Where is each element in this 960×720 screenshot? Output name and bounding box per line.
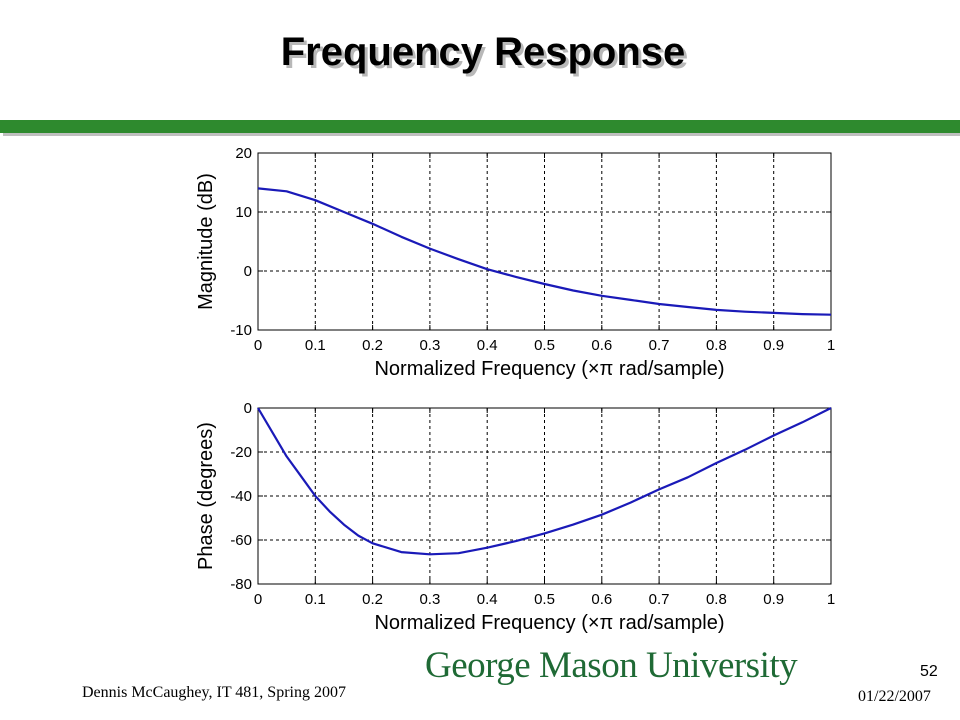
- chart-2-x-tick-label: 0.1: [305, 591, 326, 608]
- slide-title: Frequency Response: [280, 30, 686, 74]
- chart-2-series-line: [257, 407, 832, 556]
- chart-2-x-tick-label: 0.3: [419, 591, 440, 608]
- chart-1-frame: [257, 152, 832, 331]
- university-logo: George Mason University: [425, 645, 798, 686]
- chart-1-y-tick-label: 20: [235, 145, 252, 162]
- title-divider-bar: [0, 120, 960, 133]
- chart-1-y-tick-label: 10: [235, 204, 252, 221]
- page-number: 52: [920, 663, 938, 680]
- chart-1-x-tick-label: 0: [254, 337, 262, 354]
- footer-date: 01/22/2007: [858, 688, 931, 705]
- chart-1-y-tick-label: -10: [230, 322, 252, 339]
- chart-2-x-tick-label: 0.9: [763, 591, 784, 608]
- chart-1-x-tick-label: 0.7: [649, 337, 670, 354]
- footer-author: Dennis McCaughey, IT 481, Spring 2007: [82, 684, 346, 701]
- chart-2-y-tick-label: 0: [244, 400, 252, 417]
- chart-1-x-axis-label: Normalized Frequency (×π rad/sample): [374, 358, 724, 380]
- chart-2-y-tick-label: -40: [230, 488, 252, 505]
- chart-2-x-tick-label: 0.6: [591, 591, 612, 608]
- chart-2-y-tick-label: -20: [230, 444, 252, 461]
- chart-2-y-tick-label: -80: [230, 576, 252, 593]
- chart-2-x-tick-label: 0.4: [477, 591, 498, 608]
- chart-1-x-tick-label: 0.6: [591, 337, 612, 354]
- title-divider-shadow: [3, 133, 960, 136]
- chart-2-x-tick-label: 1: [827, 591, 835, 608]
- chart-2-x-tick-label: 0.5: [534, 591, 555, 608]
- chart-2-frame: [257, 407, 832, 585]
- chart-1-x-tick-label: 0.4: [477, 337, 498, 354]
- chart-2-x-tick-label: 0.7: [649, 591, 670, 608]
- chart-1-y-tick-label: 0: [244, 263, 252, 280]
- chart-1-x-tick-label: 0.8: [706, 337, 727, 354]
- chart-1-x-tick-label: 0.3: [419, 337, 440, 354]
- chart-2-y-axis-label: Phase (degrees): [195, 422, 217, 570]
- chart-1-plot-area: [258, 153, 831, 330]
- chart-1-x-tick-label: 0.5: [534, 337, 555, 354]
- chart-1-x-tick-label: 0.1: [305, 337, 326, 354]
- chart-1-x-tick-label: 0.2: [362, 337, 383, 354]
- chart-2-x-axis-label: Normalized Frequency (×π rad/sample): [374, 612, 724, 634]
- chart-2-x-tick-label: 0.8: [706, 591, 727, 608]
- chart-2-x-tick-label: 0.2: [362, 591, 383, 608]
- chart-1-y-axis-label: Magnitude (dB): [195, 173, 217, 310]
- chart-1-x-tick-label: 1: [827, 337, 835, 354]
- chart-1-x-tick-label: 0.9: [763, 337, 784, 354]
- chart-2-x-tick-label: 0: [254, 591, 262, 608]
- chart-2-y-tick-label: -60: [230, 532, 252, 549]
- chart-1-series-line: [257, 187, 832, 316]
